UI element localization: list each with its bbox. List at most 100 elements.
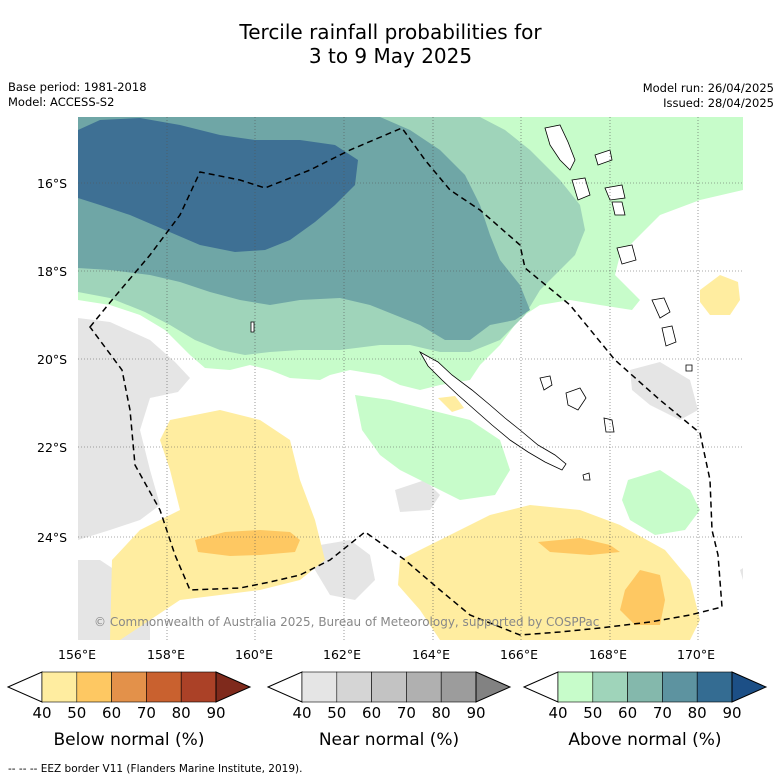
model-run-text: Model run: 26/04/2025 bbox=[642, 81, 774, 95]
colorbar-label-near: Near normal (%) bbox=[318, 730, 460, 750]
colorbar-tick-label: 70 bbox=[652, 704, 672, 722]
colorbar-near-segment bbox=[301, 671, 338, 703]
below-normal-60-south-west bbox=[195, 530, 300, 556]
colorbar-near-segment bbox=[371, 671, 407, 703]
small-island-west bbox=[250, 321, 255, 333]
colorbar-tick-label: 50 bbox=[583, 704, 603, 722]
colorbar-label-below: Below normal (%) bbox=[53, 730, 205, 750]
colorbar-tick-label: 60 bbox=[102, 704, 122, 722]
colorbar-below-segment bbox=[180, 671, 217, 703]
colorbar-tick-label: 40 bbox=[32, 704, 52, 722]
above-normal-80-core bbox=[78, 118, 358, 252]
colorbar-label-above: Above normal (%) bbox=[568, 730, 722, 750]
map-title-line2: 3 to 9 May 2025 bbox=[308, 44, 473, 68]
below-normal-south-west bbox=[110, 410, 325, 640]
loyalty-east-2 bbox=[661, 325, 677, 347]
below-normal-small-patch bbox=[438, 396, 464, 412]
colorbar-below-segment bbox=[41, 671, 78, 703]
vanuatu-5 bbox=[611, 201, 626, 216]
colorbar-above-min-extend bbox=[522, 671, 559, 703]
colorbar-above-segment bbox=[696, 671, 733, 703]
below-normal-60-south-east bbox=[538, 538, 620, 555]
colorbar-above-segment bbox=[592, 671, 628, 703]
lon-label-158e: 158°E bbox=[147, 647, 186, 662]
colorbar-above-segment bbox=[627, 671, 663, 703]
colorbar-below-min-extend bbox=[6, 671, 43, 703]
lat-label-16s: 16°S bbox=[37, 176, 68, 191]
island-outlines bbox=[250, 124, 693, 481]
colorbar-near bbox=[266, 671, 512, 703]
probability-fields bbox=[78, 117, 743, 640]
colorbar-tick-label: 90 bbox=[206, 704, 226, 722]
colorbar-above-segment bbox=[557, 671, 594, 703]
colorbar-below-segment bbox=[76, 671, 112, 703]
model-text: Model: ACCESS-S2 bbox=[8, 95, 115, 109]
colorbar-tick-label: 70 bbox=[136, 704, 156, 722]
vanuatu-2 bbox=[594, 149, 613, 166]
eez-border bbox=[89, 127, 723, 636]
vanuatu-6 bbox=[616, 244, 637, 265]
lat-label-22s: 22°S bbox=[37, 440, 68, 455]
near-normal-patch-south bbox=[315, 540, 375, 600]
new-caledonia-outline bbox=[418, 350, 567, 471]
lat-label-24s: 24°S bbox=[37, 530, 68, 545]
near-normal-patch-east2 bbox=[740, 568, 743, 580]
colorbar-tick-label: 80 bbox=[171, 704, 191, 722]
colorbar-tick-label: 80 bbox=[431, 704, 451, 722]
issued-text: Issued: 28/04/2025 bbox=[663, 96, 774, 110]
colorbar-tick-label: 80 bbox=[687, 704, 707, 722]
base-period-text: Base period: 1981-2018 bbox=[8, 80, 147, 94]
colorbar-above-max-extend bbox=[731, 671, 768, 703]
gridlines bbox=[78, 117, 743, 640]
near-normal-patch-center bbox=[395, 480, 440, 512]
colorbar-tick-label: 40 bbox=[548, 704, 568, 722]
vanuatu-4 bbox=[604, 184, 626, 201]
above-normal-50-south bbox=[355, 395, 510, 500]
lon-label-166e: 166°E bbox=[500, 647, 539, 662]
lon-label-156e: 156°E bbox=[58, 647, 97, 662]
colorbar-below-max-extend bbox=[215, 671, 252, 703]
lon-label-160e: 160°E bbox=[235, 647, 274, 662]
below-normal-east-patch bbox=[700, 275, 740, 315]
colorbar-tick-label: 60 bbox=[618, 704, 638, 722]
lon-label-168e: 168°E bbox=[589, 647, 628, 662]
colorbar-tick-label: 70 bbox=[396, 704, 416, 722]
lat-label-18s: 18°S bbox=[37, 264, 68, 279]
loyalty-island-2 bbox=[565, 387, 587, 411]
lon-label-162e: 162°E bbox=[323, 647, 362, 662]
loyalty-island-3 bbox=[603, 417, 615, 433]
loyalty-island-1 bbox=[539, 375, 553, 391]
colorbar-tick-label: 50 bbox=[327, 704, 347, 722]
lat-label-20s: 20°S bbox=[37, 352, 68, 367]
isle-of-pines bbox=[582, 472, 591, 481]
colorbar-above-segment bbox=[662, 671, 698, 703]
colorbar-above bbox=[522, 671, 768, 703]
vanuatu-3 bbox=[571, 177, 591, 201]
colorbar-tick-label: 50 bbox=[67, 704, 87, 722]
near-normal-patch-west bbox=[78, 318, 190, 540]
eez-footer-note: -- -- -- EEZ border V11 (Flanders Marine… bbox=[8, 763, 303, 775]
colorbar-near-segment bbox=[440, 671, 477, 703]
colorbar-below-segment bbox=[111, 671, 147, 703]
small-island-east bbox=[685, 364, 693, 372]
colorbar-tick-label: 60 bbox=[362, 704, 382, 722]
near-normal-patch-east bbox=[630, 362, 698, 420]
loyalty-east-1 bbox=[651, 297, 671, 319]
below-normal-60-east bbox=[620, 570, 665, 625]
colorbar-near-max-extend bbox=[475, 671, 512, 703]
lon-label-170e: 170°E bbox=[677, 647, 716, 662]
lon-label-164e: 164°E bbox=[412, 647, 451, 662]
colorbar-below bbox=[6, 671, 252, 703]
colorbar-near-segment bbox=[406, 671, 442, 703]
colorbar-tick-label: 40 bbox=[292, 704, 312, 722]
copyright-credit: © Commonwealth of Australia 2025, Bureau… bbox=[94, 615, 600, 629]
colorbar-near-min-extend bbox=[266, 671, 303, 703]
colorbars bbox=[6, 671, 768, 703]
colorbar-tick-label: 90 bbox=[722, 704, 742, 722]
above-normal-50-east bbox=[622, 470, 700, 535]
colorbar-below-segment bbox=[146, 671, 182, 703]
map-title-line1: Tercile rainfall probabilities for bbox=[239, 20, 542, 44]
vanuatu-1 bbox=[544, 124, 576, 171]
colorbar-near-segment bbox=[336, 671, 372, 703]
